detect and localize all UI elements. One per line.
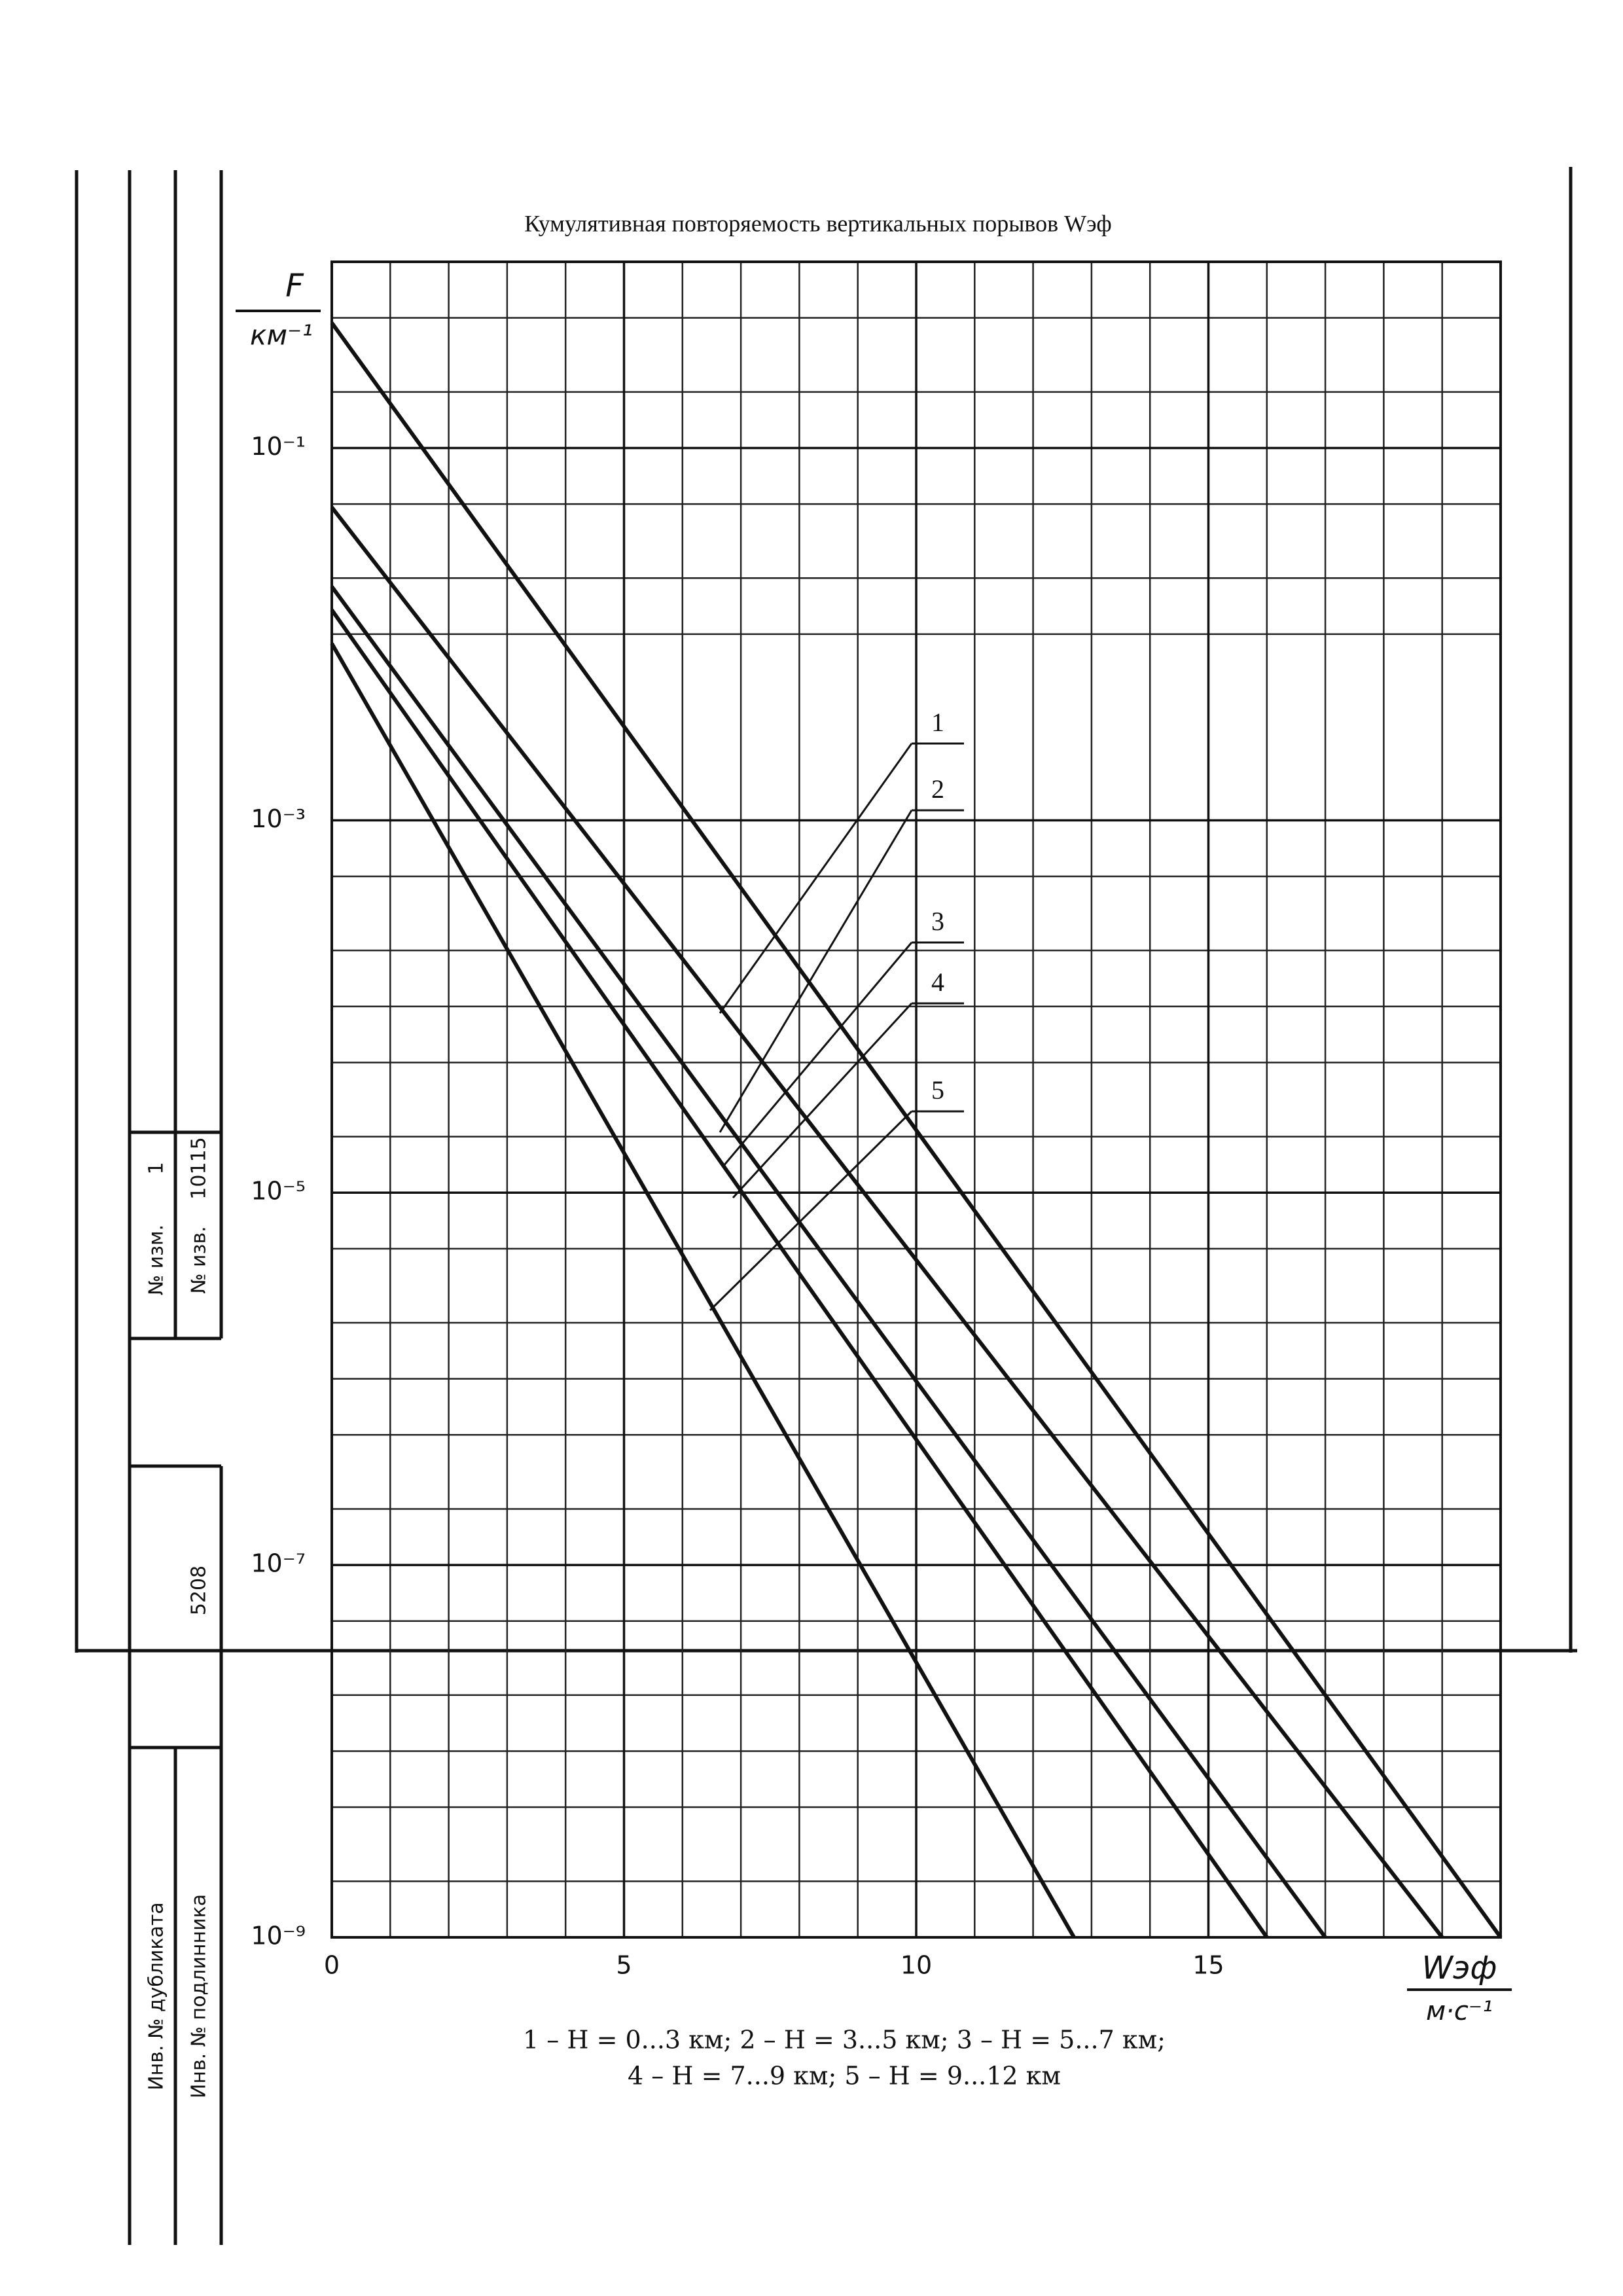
page-frame — [75, 167, 1577, 2245]
curve-label: 3 — [931, 906, 944, 936]
y-axis-unit: км⁻¹ — [250, 319, 313, 351]
leader-line — [732, 1002, 913, 1199]
curve-label: 2 — [931, 774, 944, 804]
series-line — [330, 585, 1327, 1939]
y-tick-label: 10⁻⁹ — [251, 1922, 306, 1950]
x-axis-label: Wэф — [1422, 1950, 1497, 1986]
x-axis-unit: м·с⁻¹ — [1426, 1996, 1493, 2026]
stamp-text: № изм. — [145, 1225, 168, 1295]
y-tick-label: 10⁻⁵ — [251, 1177, 306, 1206]
stamp-text: Инв. № дубликата — [145, 1902, 168, 2090]
leader-line — [719, 743, 913, 1014]
series-line — [330, 609, 1269, 1939]
y-tick-label: 10⁻⁷ — [251, 1549, 306, 1578]
y-tick-label: 10⁻³ — [251, 804, 306, 833]
leader-line — [709, 1110, 913, 1312]
stamp-text: 1 — [145, 1162, 168, 1174]
x-tick-label: 15 — [1192, 1951, 1224, 1980]
caption: 4 – H = 7...9 км; 5 – H = 9...12 км — [628, 2062, 1061, 2090]
leader-line — [722, 942, 913, 1167]
curve-label: 1 — [931, 708, 944, 737]
y-axis-label: F — [285, 268, 304, 304]
curve-label: 5 — [931, 1075, 944, 1105]
stamp-text: № изв. — [188, 1226, 211, 1293]
stamp-text: 10115 — [188, 1137, 211, 1199]
caption: 1 – H = 0...3 км; 2 – H = 3...5 км; 3 – … — [523, 2026, 1166, 2054]
curve-label: 4 — [931, 967, 944, 997]
chart: 10⁻¹10⁻³10⁻⁵10⁻⁷10⁻⁹0 5 10 15Fкм⁻¹Wэфм·с⁻¹1… — [236, 260, 1512, 2090]
y-tick-label: 10⁻¹ — [251, 432, 306, 461]
x-tick-label: 0 — [324, 1951, 340, 1980]
plot-frame — [330, 260, 1502, 1939]
stamp-text: Инв. № подлинника — [188, 1894, 211, 2098]
stamp: № изм. 1 № изв. 10115 5208 Инв. № дублик… — [145, 1137, 211, 2098]
chart-title: Кумулятивная повторяемость вертикальных … — [524, 210, 1111, 236]
x-tick-label: 10 — [901, 1951, 932, 1980]
x-tick-label: 5 — [616, 1951, 632, 1980]
series-line — [330, 642, 1076, 1939]
leader-line — [719, 810, 913, 1133]
stamp-text: 5208 — [188, 1566, 211, 1615]
series-line — [330, 506, 1444, 1939]
series-line — [330, 321, 1503, 1939]
